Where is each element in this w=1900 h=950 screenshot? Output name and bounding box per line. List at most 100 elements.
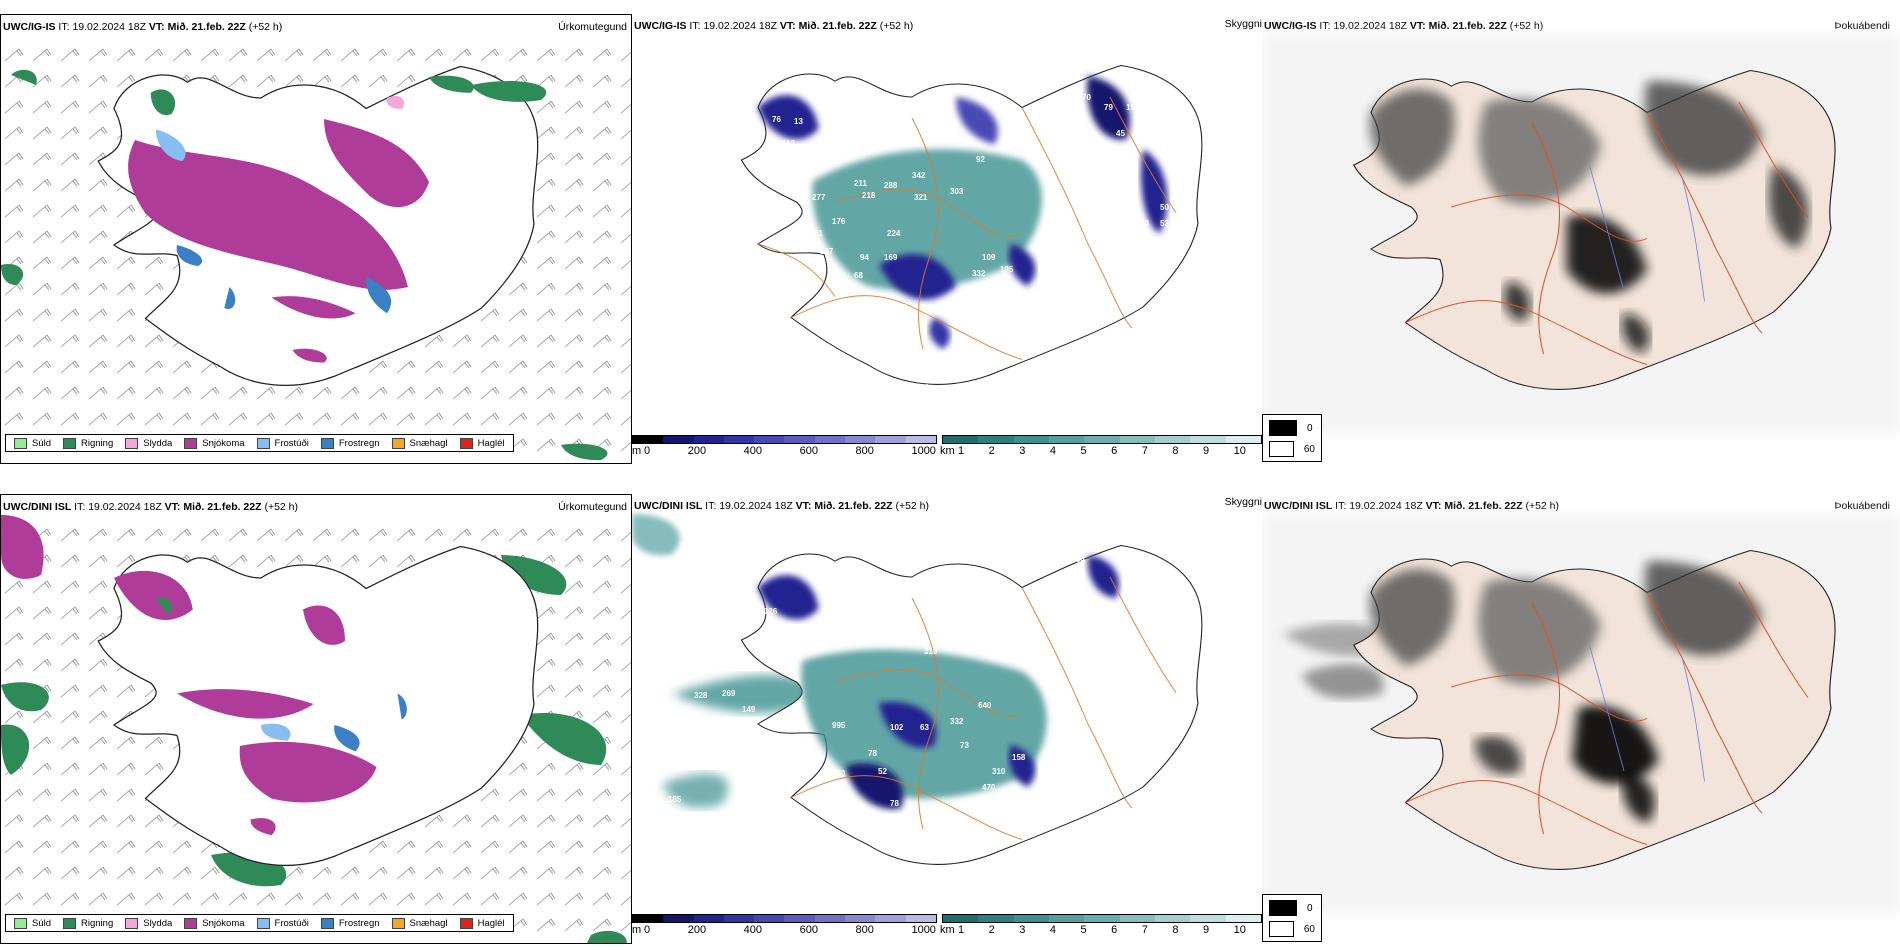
vis-num: 110 — [780, 83, 793, 92]
panel-header: UWC/DINI ISL IT: 19.02.2024 18Z VT: Mið.… — [1264, 500, 1559, 512]
vis-num: 63 — [920, 723, 929, 732]
precip-legend: Súld Rigning Slydda Snjókoma Frostúði Fr… — [5, 434, 514, 452]
vis-num: 102 — [904, 851, 918, 860]
vis-num: 103 — [900, 345, 914, 354]
panel-header: UWC/IG-IS IT: 19.02.2024 18Z VT: Mið. 21… — [634, 20, 913, 32]
legend-item-snjokoma: Snjókoma — [184, 917, 245, 929]
legend-item-frostudi: Frostúði — [256, 437, 309, 449]
vis-num: 78 — [868, 749, 877, 758]
vis-num: 332 — [950, 717, 964, 726]
vis-num: 321 — [914, 193, 928, 202]
vis-num: 112 — [800, 623, 813, 632]
vis-num: 79 — [1104, 103, 1113, 112]
vis-num: 73 — [960, 741, 969, 750]
visibility-colorbar — [942, 435, 1262, 444]
cloud-base-unit: m — [632, 445, 642, 457]
vis-num: 21 — [814, 229, 823, 238]
legend-item-sudd: Súld — [14, 437, 51, 449]
vis-num: 342 — [912, 171, 926, 180]
visibility-colorbar — [942, 914, 1262, 923]
vis-num: 211 — [854, 179, 867, 188]
fog-map — [1262, 514, 1900, 914]
model-name: UWC/DINI ISL — [1264, 500, 1333, 512]
it-label: IT: — [1335, 500, 1347, 512]
visibility-panel-row1: UWC/IG-IS IT: 19.02.2024 18Z VT: Mið. 21… — [632, 14, 1262, 464]
vis-num: 50 — [1160, 203, 1169, 212]
panel-header: UWC/DINI ISL IT: 19.02.2024 18Z VT: Mið.… — [634, 500, 929, 512]
vis-num: 303 — [950, 187, 964, 196]
legend-item-frostregn: Frostregn — [320, 437, 380, 449]
precip-map — [1, 35, 631, 463]
vis-num: 45 — [1116, 129, 1125, 138]
cloud-base-ticks: 0 200 400 600 800 1000 — [644, 445, 936, 457]
vis-num: 171 — [894, 303, 908, 312]
vis-num: 116 — [892, 837, 905, 846]
vis-num: 76 — [772, 115, 781, 124]
vis-num: 99 — [1008, 805, 1017, 814]
vt-label: VT: — [779, 20, 796, 32]
vis-num: 640 — [978, 701, 992, 710]
it-label: IT: — [74, 501, 86, 513]
vis-num: 84 — [1042, 323, 1051, 332]
vis-num: 288 — [884, 181, 898, 190]
vt-value: Mið. 21.feb. 22Z — [798, 20, 877, 32]
vt-value: Mið. 21.feb. 22Z — [183, 501, 262, 513]
legend-item-haglel: Haglél — [459, 917, 505, 929]
it-label: IT: — [1319, 20, 1331, 32]
lead-time: (+52 h) — [1509, 20, 1544, 32]
vis-num: 61 — [732, 587, 741, 596]
vis-num: 185 — [668, 795, 682, 804]
it-label: IT: — [58, 21, 70, 33]
vis-num: 310 — [992, 767, 1006, 776]
vis-num: 224 — [887, 229, 901, 238]
vis-num: 78 — [890, 799, 899, 808]
precip-legend: Súld Rigning Slydda Snjókoma Frostúði Fr… — [5, 914, 514, 932]
it-value: 19.02.2024 18Z — [703, 20, 777, 32]
vis-num: 302 — [794, 233, 808, 242]
vis-num: 332 — [972, 269, 986, 278]
vis-num: 56 — [1128, 581, 1137, 590]
visibility-ticks: 1 2 3 4 5 6 7 8 9 10 — [958, 445, 1246, 457]
vis-num: 83 — [870, 811, 879, 820]
vis-num: 52 — [878, 767, 887, 776]
fog-title: Þokuábendi — [1834, 500, 1890, 512]
precip-map — [1, 515, 631, 943]
legend-item-slydda: Slydda — [125, 437, 172, 449]
vis-num: 995 — [832, 721, 846, 730]
vis-num: 310 — [924, 647, 938, 656]
legend-item-rigning: Rigning — [63, 437, 113, 449]
legend-item-snaehagl: Snæhagl — [391, 917, 448, 929]
vis-num: 109 — [982, 253, 996, 262]
fog-legend: 0 60 — [1262, 414, 1322, 462]
precip-panel-row2: UWC/DINI ISL IT: 19.02.2024 18Z VT: Mið.… — [0, 494, 632, 944]
vis-num: 158 — [1012, 753, 1026, 762]
vis-num: 149 — [742, 705, 756, 714]
vis-num: 80 — [808, 751, 817, 760]
legend-item-snaehagl: Snæhagl — [391, 437, 448, 449]
it-label: IT: — [705, 500, 717, 512]
vis-num: 13 — [794, 117, 803, 126]
vis-num: 92 — [976, 155, 985, 164]
vt-value: Mið. 21.feb. 22Z — [814, 500, 893, 512]
visibility-title: Skyggni — [1224, 18, 1262, 30]
cloud-base-colorbar — [632, 914, 937, 923]
vis-num: 52 — [782, 549, 791, 558]
lead-time: (+52 h) — [264, 501, 299, 513]
vt-label: VT: — [795, 500, 812, 512]
vt-label: VT: — [164, 501, 181, 513]
vis-num: 192 — [1094, 189, 1108, 198]
it-value: 19.02.2024 18Z — [1349, 500, 1423, 512]
it-label: IT: — [689, 20, 701, 32]
vis-num: 160 — [832, 769, 846, 778]
cloud-base-ticks: 0 200 400 600 800 1000 — [644, 924, 936, 936]
vis-num: 70 — [1082, 93, 1091, 102]
vis-num: 195 — [1000, 265, 1014, 274]
vis-num: 50 — [932, 833, 941, 842]
vt-label: VT: — [148, 21, 165, 33]
fog-panel-row1: UWC/IG-IS IT: 19.02.2024 18Z VT: Mið. 21… — [1262, 14, 1900, 464]
vis-num: 131 — [966, 551, 980, 560]
model-name: UWC/IG-IS — [3, 21, 56, 33]
vis-num: 59 — [832, 113, 841, 122]
legend-item-frostudi: Frostúði — [256, 917, 309, 929]
vis-num: 113 — [782, 139, 795, 148]
